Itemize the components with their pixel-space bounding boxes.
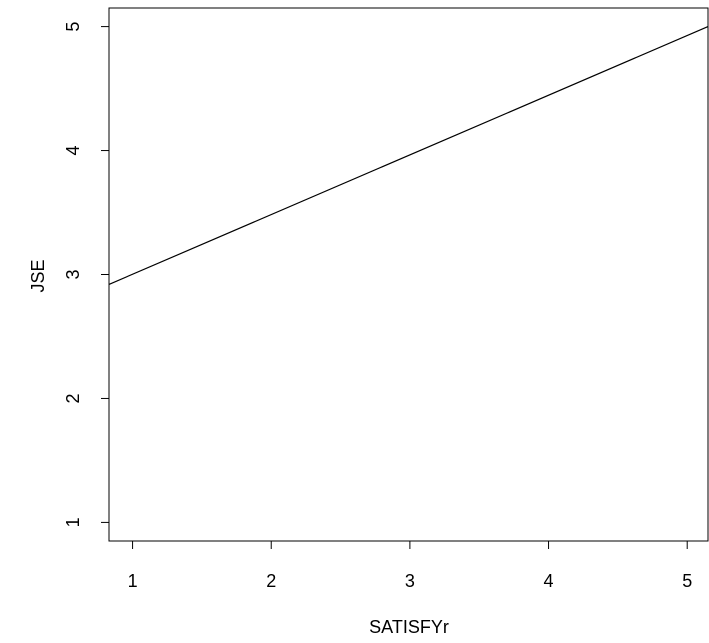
y-tick-label: 4: [63, 146, 83, 156]
x-axis-label: SATISFYr: [369, 617, 449, 637]
x-tick-label: 4: [544, 571, 554, 591]
x-tick-label: 5: [682, 571, 692, 591]
y-axis: 1 2 3 4 5: [63, 22, 109, 527]
x-tick-label: 2: [266, 571, 276, 591]
series-line: [108, 26, 709, 285]
series-layer: [108, 26, 709, 285]
y-tick-label: 3: [63, 269, 83, 279]
plot-frame: [108, 7, 709, 542]
y-tick-label: 5: [63, 22, 83, 32]
x-axis: 1 2 3 4 5: [128, 541, 692, 591]
x-tick-label: 3: [405, 571, 415, 591]
y-tick-label: 2: [63, 393, 83, 403]
y-tick-label: 1: [63, 517, 83, 527]
x-tick-label: 1: [128, 571, 138, 591]
y-axis-label: JSE: [28, 259, 48, 292]
